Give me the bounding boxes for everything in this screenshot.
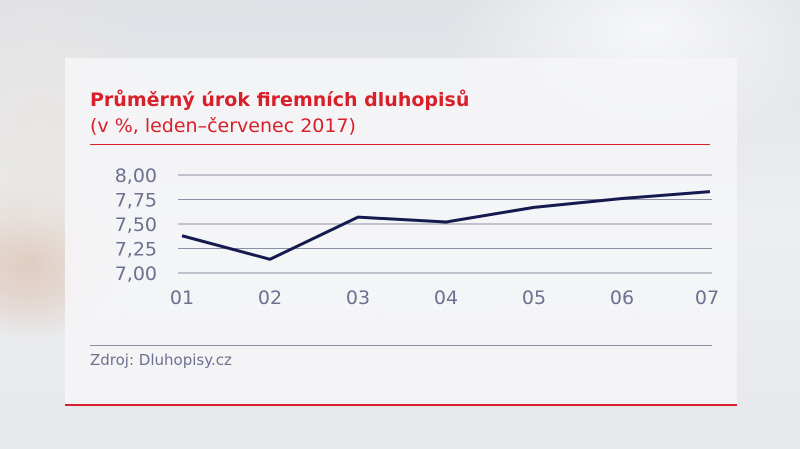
source-text: Zdroj: Dluhopisy.cz — [90, 351, 232, 369]
title-divider — [90, 144, 710, 145]
x-tick-label: 03 — [346, 287, 370, 309]
x-tick-label: 01 — [170, 287, 194, 309]
chart-title: Průměrný úrok firemních dluhopisů — [90, 89, 470, 111]
source-divider — [90, 345, 712, 346]
x-tick-label: 05 — [522, 287, 546, 309]
y-tick-label: 7,50 — [115, 214, 157, 236]
chart-subtitle: (v %, leden–červenec 2017) — [90, 115, 356, 137]
x-tick-label: 07 — [695, 287, 719, 309]
chart-panel — [65, 58, 737, 406]
y-tick-label: 7,25 — [115, 239, 157, 261]
x-tick-label: 04 — [434, 287, 458, 309]
y-tick-label: 7,75 — [115, 190, 157, 212]
x-tick-label: 06 — [610, 287, 634, 309]
y-tick-label: 7,00 — [115, 263, 157, 285]
x-tick-label: 02 — [258, 287, 282, 309]
bottom-accent-line — [65, 404, 737, 406]
y-tick-label: 8,00 — [115, 165, 157, 187]
series-line — [181, 190, 711, 261]
